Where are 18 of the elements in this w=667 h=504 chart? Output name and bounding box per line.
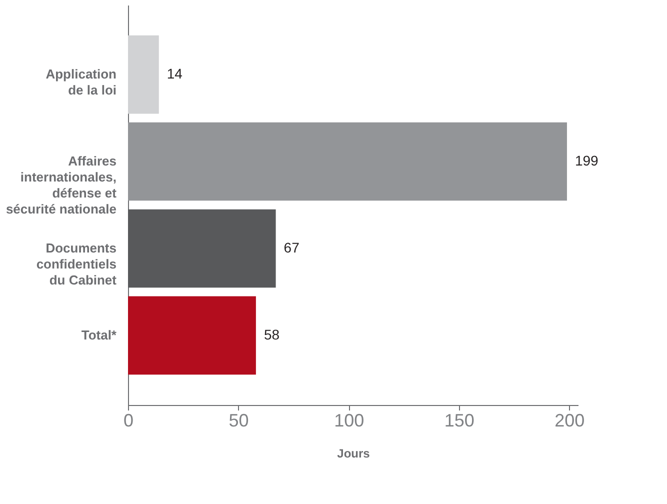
x-tick-label: 100 [334,410,364,430]
y-tick-label: Affaires internationales, défense et sécurité nationale [6,154,118,217]
x-axis-title: Jours [337,446,370,460]
data-label: 199 [574,152,599,169]
x-tick-label: 50 [228,410,249,430]
bar [128,35,159,114]
y-tick-label: Total* [81,327,118,342]
x-tick-label: 0 [123,410,134,430]
x-tick-label: 150 [444,410,474,430]
data-label: 14 [166,66,183,82]
bar [128,296,256,375]
x-tick-label: 200 [554,410,585,430]
bar [128,122,567,201]
y-tick-label: Documents confidentiels du Cabinet [36,240,118,288]
data-label: 67 [284,239,300,256]
y-tick-label: Application de la loi [46,66,117,98]
bar [128,209,276,288]
data-label: 58 [264,326,280,342]
